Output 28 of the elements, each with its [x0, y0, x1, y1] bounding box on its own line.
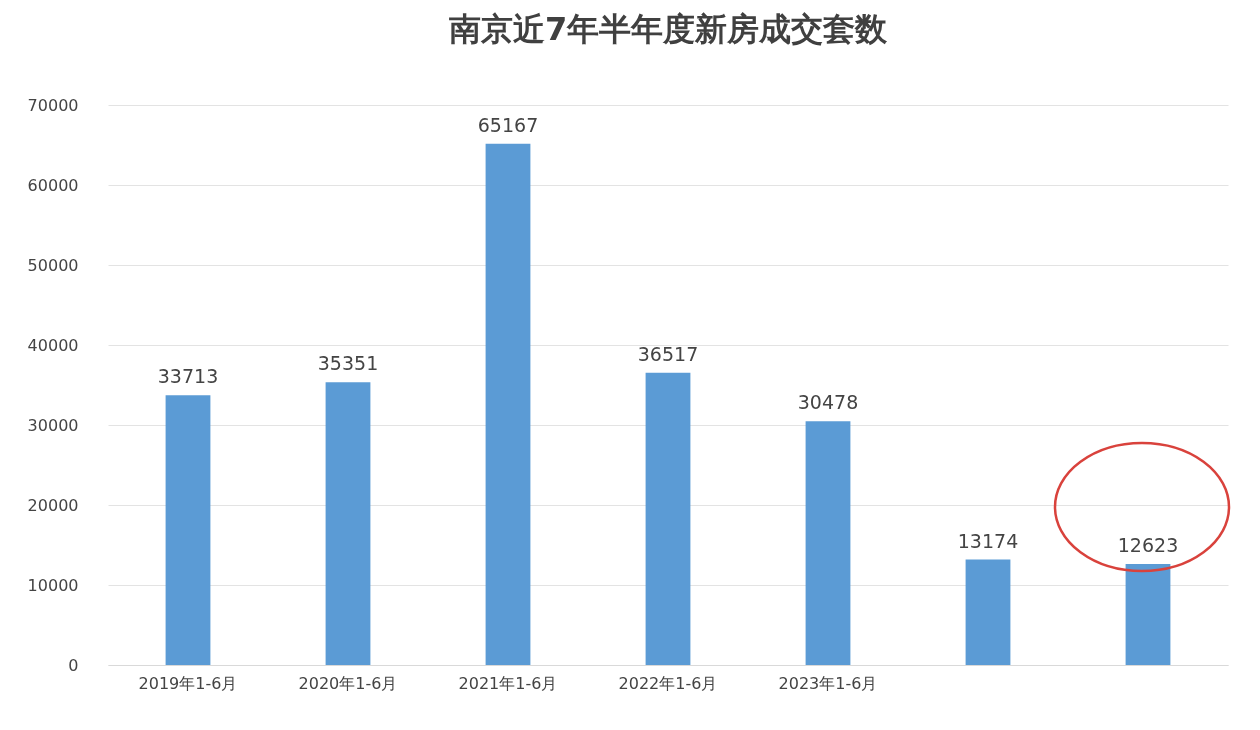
data-label: 65167	[477, 113, 539, 136]
y-tick-label: 70000	[27, 95, 79, 115]
bar	[485, 143, 531, 665]
bar	[645, 372, 691, 665]
bar	[325, 382, 371, 665]
data-label: 36517	[637, 342, 699, 365]
data-label: 12623	[1117, 534, 1179, 557]
chart-title: 南京近7年半年度新房成交套数	[448, 10, 889, 48]
bar	[1125, 564, 1171, 665]
y-tick-label: 50000	[27, 255, 79, 275]
y-tick-label: 40000	[27, 335, 79, 355]
y-tick-label: 30000	[27, 415, 79, 435]
x-tick-label: 2021年1-6月	[458, 673, 558, 693]
bar	[165, 395, 211, 665]
y-tick-label: 20000	[27, 495, 79, 515]
data-label: 30478	[797, 391, 859, 414]
x-tick-label: 2023年1-6月	[778, 673, 878, 693]
x-tick-label: 2019年1-6月	[138, 673, 238, 693]
y-tick-label: 0	[68, 655, 79, 675]
bar	[965, 559, 1011, 665]
x-tick-label: 2022年1-6月	[618, 673, 718, 693]
data-label: 33713	[157, 365, 219, 388]
y-tick-label: 60000	[27, 175, 79, 195]
data-label: 13174	[957, 529, 1019, 552]
bar	[805, 421, 851, 665]
y-tick-label: 10000	[27, 575, 79, 595]
x-tick-label: 2020年1-6月	[298, 673, 398, 693]
data-label: 35351	[317, 352, 379, 375]
